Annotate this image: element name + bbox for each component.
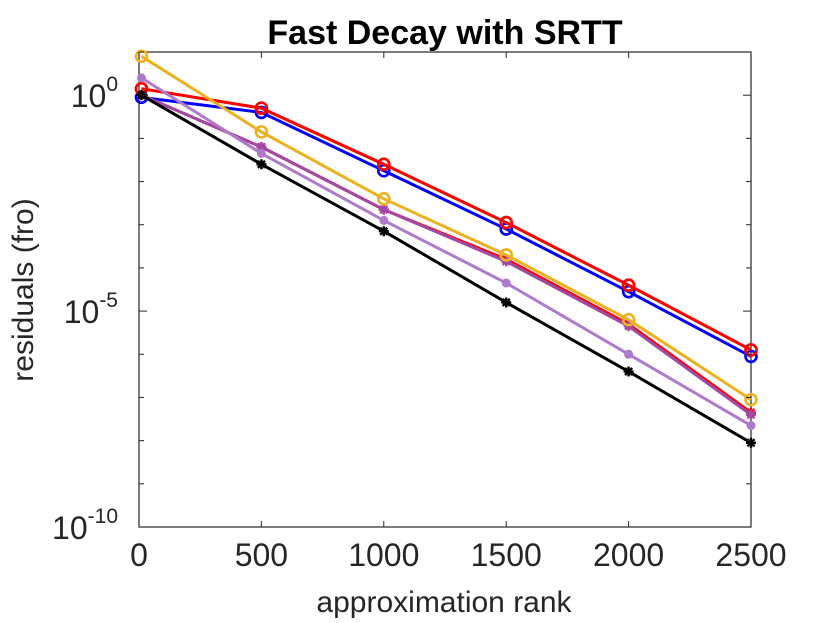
data-point [624,349,634,359]
y-tick-exponent: 0 [106,73,118,96]
axes-box [138,51,752,528]
series-line-magenta [140,93,752,416]
y-tick-base: 10 [71,78,107,114]
data-point [501,297,512,308]
data-point [746,437,756,448]
series-yellow [134,49,758,407]
x-tick-label: 2500 [715,537,786,573]
data-point [621,312,636,327]
data-point [136,73,146,83]
series-line-black [140,93,752,445]
data-point [744,349,758,364]
data-point [379,215,389,225]
y-tick-base: 10 [64,294,100,330]
y-tick-label: 10-5 [64,289,118,330]
data-point [378,204,389,215]
x-tick-label: 2000 [593,537,664,573]
data-point [254,125,269,139]
y-tick-base: 10 [52,510,88,546]
data-point [256,159,267,170]
data-point [378,226,389,237]
y-axis-label: residuals (fro) [7,198,40,381]
data-point [499,248,514,262]
x-axis-label: approximation rank [316,586,572,619]
y-tick-exponent: -5 [99,289,118,312]
series-purple [136,73,756,431]
series-line-yellow [140,55,752,401]
x-tick-label: 1000 [348,537,419,573]
data-point [501,278,511,288]
series-line-blue [141,95,752,358]
data-point [254,101,269,115]
y-tick-label: 100 [71,73,118,114]
y-tick-label: 10-10 [52,505,118,546]
series-layer [134,49,758,448]
x-tick-label: 1500 [471,537,542,573]
data-point [134,49,149,64]
series-line-red [141,87,752,352]
data-point [621,278,636,292]
data-point [746,421,756,431]
data-point [256,142,267,152]
data-point [256,148,266,158]
x-tick-label: 0 [130,537,148,573]
data-point [623,366,634,377]
series-line-purple [140,76,752,427]
data-point [744,343,758,357]
y-tick-exponent: -10 [88,505,118,528]
data-point [376,157,391,172]
data-point [499,215,514,230]
data-point [744,392,758,407]
data-point [376,192,391,206]
x-tick-label: 500 [235,537,288,573]
series-black [136,90,756,448]
chart-title: Fast Decay with SRTT [267,14,622,52]
data-point [746,409,756,420]
plot-area [138,51,752,528]
